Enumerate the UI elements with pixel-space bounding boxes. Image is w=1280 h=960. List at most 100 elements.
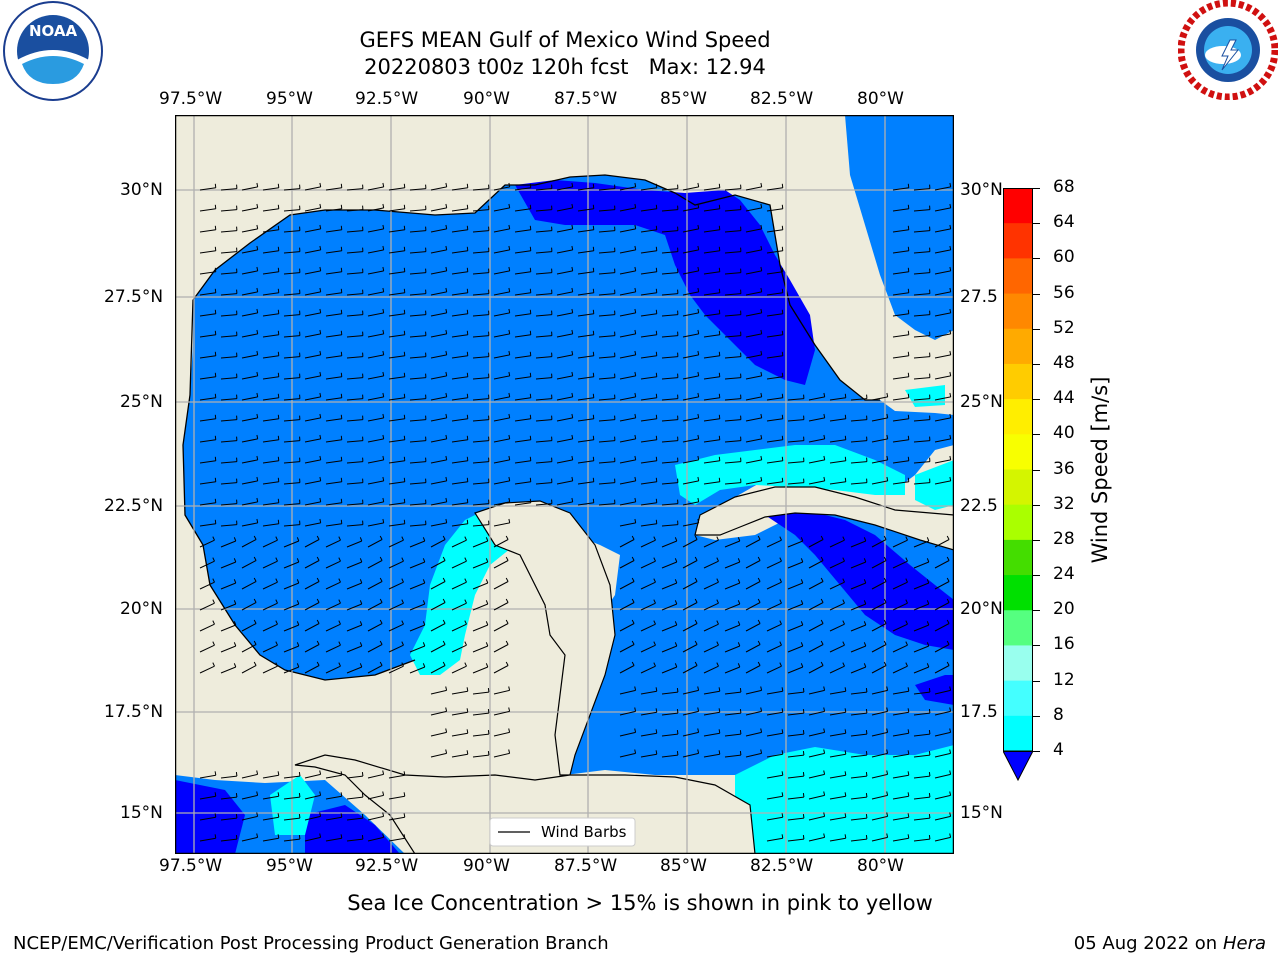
wind-barb-flag	[529, 477, 532, 482]
wind-barb-shaft	[745, 333, 762, 338]
wind-barb-flag	[253, 556, 257, 561]
wind-barb-flag	[401, 599, 404, 604]
wind-barb-flag	[253, 640, 257, 645]
low-wind-patch-east	[915, 675, 954, 705]
wind-barb-shaft	[367, 560, 383, 569]
wind-barb-shaft	[346, 582, 362, 590]
wind-barb-shaft	[493, 752, 510, 758]
wind-barb-flag	[760, 224, 763, 230]
wind-barb-flag	[907, 687, 910, 692]
wind-barb-shaft	[220, 251, 237, 254]
wind-barb-shaft	[619, 228, 636, 233]
wind-barb-flag	[949, 833, 952, 838]
wind-barb-flag	[760, 266, 763, 272]
wind-barb-shaft	[220, 335, 237, 338]
wind-barb-flag	[800, 579, 804, 584]
wind-barb-shaft	[934, 773, 951, 779]
wind-barb-shaft	[934, 291, 951, 296]
wind-barb-flag	[653, 662, 656, 667]
wind-barb-flag	[883, 556, 887, 561]
wind-barb-flag	[277, 267, 280, 272]
wind-barb-flag	[359, 621, 363, 626]
wind-barb-shaft	[241, 644, 257, 653]
wind-barb-shaft	[787, 582, 803, 590]
wind-barb-shaft	[640, 711, 657, 716]
wind-barb-flag	[466, 393, 469, 398]
wind-barb-flag	[634, 287, 637, 293]
wind-barb-shaft	[724, 561, 740, 569]
wind-barb-shaft	[262, 376, 279, 380]
wind-barb-shaft	[451, 208, 468, 212]
colorbar-tick-mark	[1033, 434, 1040, 436]
wind-barb-shaft	[556, 480, 573, 485]
wind-barb-flag	[319, 308, 322, 314]
wind-barb-flag	[466, 414, 469, 419]
wind-barb-shaft	[829, 774, 846, 779]
lon-label-top: 90°W	[463, 89, 510, 109]
wind-barb-flag	[382, 287, 385, 293]
colorbar-tick-mark	[1033, 610, 1040, 612]
wind-barb-shaft	[703, 439, 720, 443]
wind-barb-flag	[340, 498, 343, 503]
wind-barb-shaft	[199, 539, 215, 548]
wind-barb-flag	[571, 203, 574, 209]
wind-barb-shaft	[388, 460, 405, 464]
wind-barb-flag	[442, 598, 446, 603]
wind-barb-shaft	[661, 524, 678, 527]
wind-barb-shaft	[745, 560, 761, 569]
wind-barb-shaft	[745, 228, 762, 233]
wind-barb-shaft	[892, 690, 909, 695]
wind-barb-flag	[319, 476, 322, 482]
wind-barb-shaft	[283, 503, 300, 506]
wind-barb-flag	[886, 791, 889, 796]
wind-barb-shaft	[430, 581, 446, 590]
wind-barb-shaft	[703, 644, 719, 653]
wind-barb-flag	[340, 246, 343, 251]
wind-barb-shaft	[850, 603, 866, 611]
wind-barb-shaft	[451, 271, 468, 275]
wind-barb-shaft	[892, 623, 908, 632]
wind-barb-flag	[253, 661, 257, 666]
wind-barb-flag	[592, 309, 595, 314]
wind-barb-shaft	[304, 602, 320, 611]
wind-barb-shaft	[787, 540, 803, 548]
wind-barb-flag	[655, 267, 658, 272]
wind-barb-flag	[694, 619, 698, 624]
wind-barb-flag	[802, 772, 805, 777]
wind-barb-flag	[571, 182, 574, 188]
wind-barb-shaft	[220, 293, 237, 296]
wind-barb-shaft	[472, 524, 489, 527]
wind-barb-shaft	[661, 561, 677, 569]
wind-barb-flag	[296, 579, 300, 584]
wind-barb-flag	[697, 413, 700, 419]
wind-barb-shaft	[892, 355, 909, 359]
wind-barb-shaft	[199, 523, 216, 527]
wind-barb-flag	[718, 456, 721, 461]
wind-barb-shaft	[619, 333, 636, 338]
wind-barb-shaft	[514, 187, 531, 191]
wind-barb-shaft	[241, 480, 258, 485]
wind-barb-flag	[949, 224, 952, 230]
wind-barb-shaft	[325, 313, 342, 317]
wind-barb-shaft	[934, 249, 951, 254]
wind-barb-flag	[464, 599, 467, 604]
wind-barb-shaft	[451, 292, 468, 296]
wind-barb-shaft	[766, 602, 782, 611]
wind-barb-flag	[781, 183, 784, 188]
wind-barb-shaft	[808, 560, 824, 569]
wind-barb-flag	[464, 536, 467, 541]
wind-barb-shaft	[346, 461, 363, 464]
wind-barb-shaft	[829, 581, 845, 590]
wind-barb-shaft	[934, 539, 950, 548]
colorbar-tick-label: 32	[1053, 493, 1075, 514]
wind-barb-shaft	[682, 623, 698, 632]
wind-barb-flag	[823, 791, 826, 796]
wind-barb-shaft	[766, 250, 783, 254]
wind-barb-flag	[403, 267, 406, 272]
wind-barb-shaft	[661, 377, 678, 380]
wind-barb-shaft	[829, 837, 846, 842]
wind-barb-shaft	[745, 602, 761, 611]
lon-label-top: 80°W	[857, 89, 904, 109]
wind-barb-shaft	[304, 438, 321, 443]
wind-barb-shaft	[556, 228, 573, 233]
